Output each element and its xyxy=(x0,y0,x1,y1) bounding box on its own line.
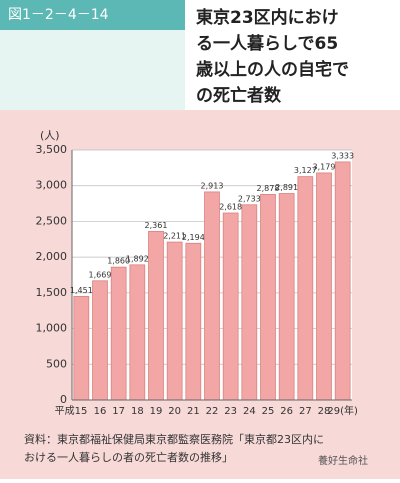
header-side xyxy=(0,30,185,110)
bar xyxy=(129,264,146,401)
value-label: 2,891 xyxy=(275,183,298,192)
value-label: 3,333 xyxy=(331,151,354,160)
bar xyxy=(260,194,276,401)
title-line: 歳以上の人の自宅で xyxy=(196,59,349,80)
value-label: 2,733 xyxy=(238,194,261,203)
y-tick-label: 1,000 xyxy=(36,322,68,335)
y-tick-label: 500 xyxy=(46,357,67,370)
x-tick-label: 27 xyxy=(299,406,312,417)
bar xyxy=(92,280,108,401)
x-tick-label: 24 xyxy=(243,406,256,417)
title-line: 東京23区内におけ xyxy=(196,7,339,28)
figure-id: 図1－2－4－14 xyxy=(8,7,109,23)
y-tick-label: 3,000 xyxy=(36,179,68,192)
bar xyxy=(297,176,314,401)
value-label: 2,913 xyxy=(201,181,224,190)
x-tick-label: 平成15 xyxy=(55,405,88,417)
x-tick-label: 22 xyxy=(206,406,219,417)
value-label: 1,860 xyxy=(107,257,130,266)
bar xyxy=(204,191,220,401)
bar xyxy=(316,172,332,401)
source: 資料：東京都福祉保健局東京都監察医務院「東京都23区内に xyxy=(24,432,324,446)
x-tick-label: 29(年) xyxy=(327,404,358,417)
y-tick-label: 1,500 xyxy=(36,286,68,299)
x-tick-label: 26 xyxy=(280,406,293,417)
x-tick-label: 23 xyxy=(224,406,237,417)
x-tick-label: 25 xyxy=(262,406,275,417)
x-tick-label: 19 xyxy=(150,406,163,417)
figure-id-box xyxy=(0,0,185,30)
y-tick-label: 2,000 xyxy=(36,250,68,263)
bar xyxy=(166,241,183,401)
value-label: 2,194 xyxy=(182,233,205,242)
y-tick-label: 3,500 xyxy=(36,143,68,156)
x-tick-label: 16 xyxy=(94,406,107,417)
bar xyxy=(222,212,239,401)
title-line: の死亡者数 xyxy=(196,85,282,106)
x-tick-label: 20 xyxy=(168,406,181,417)
source: おける一人暮らしの者の死亡者数の推移」 xyxy=(24,450,233,464)
value-label: 1,892 xyxy=(126,254,149,263)
bar xyxy=(241,204,258,401)
title-line: る一人暮らしで65 xyxy=(196,33,338,54)
bar xyxy=(278,193,295,401)
x-tick-label: 21 xyxy=(187,406,200,417)
x-tick-label: 28 xyxy=(318,406,331,417)
bar xyxy=(73,295,90,401)
x-tick-label: 17 xyxy=(112,406,125,417)
value-label: 2,361 xyxy=(145,221,168,230)
y-tick-label: 0 xyxy=(60,393,67,406)
watermark: 養好生命社 xyxy=(318,454,368,467)
bar xyxy=(110,266,127,401)
value-label: 2,211 xyxy=(163,232,186,241)
value-label: 2,878 xyxy=(257,184,280,193)
x-tick-label: 18 xyxy=(131,406,144,417)
value-label: 3,127 xyxy=(294,166,317,175)
bar xyxy=(334,161,351,401)
bar xyxy=(185,242,202,401)
value-label: 2,618 xyxy=(219,203,242,212)
y-tick-label: 2,500 xyxy=(36,214,68,227)
value-label: 3,179 xyxy=(313,162,336,171)
bar xyxy=(148,230,164,401)
value-label: 1,451 xyxy=(70,286,93,295)
y-axis-label: (人) xyxy=(40,129,60,142)
value-label: 1,669 xyxy=(89,270,112,279)
